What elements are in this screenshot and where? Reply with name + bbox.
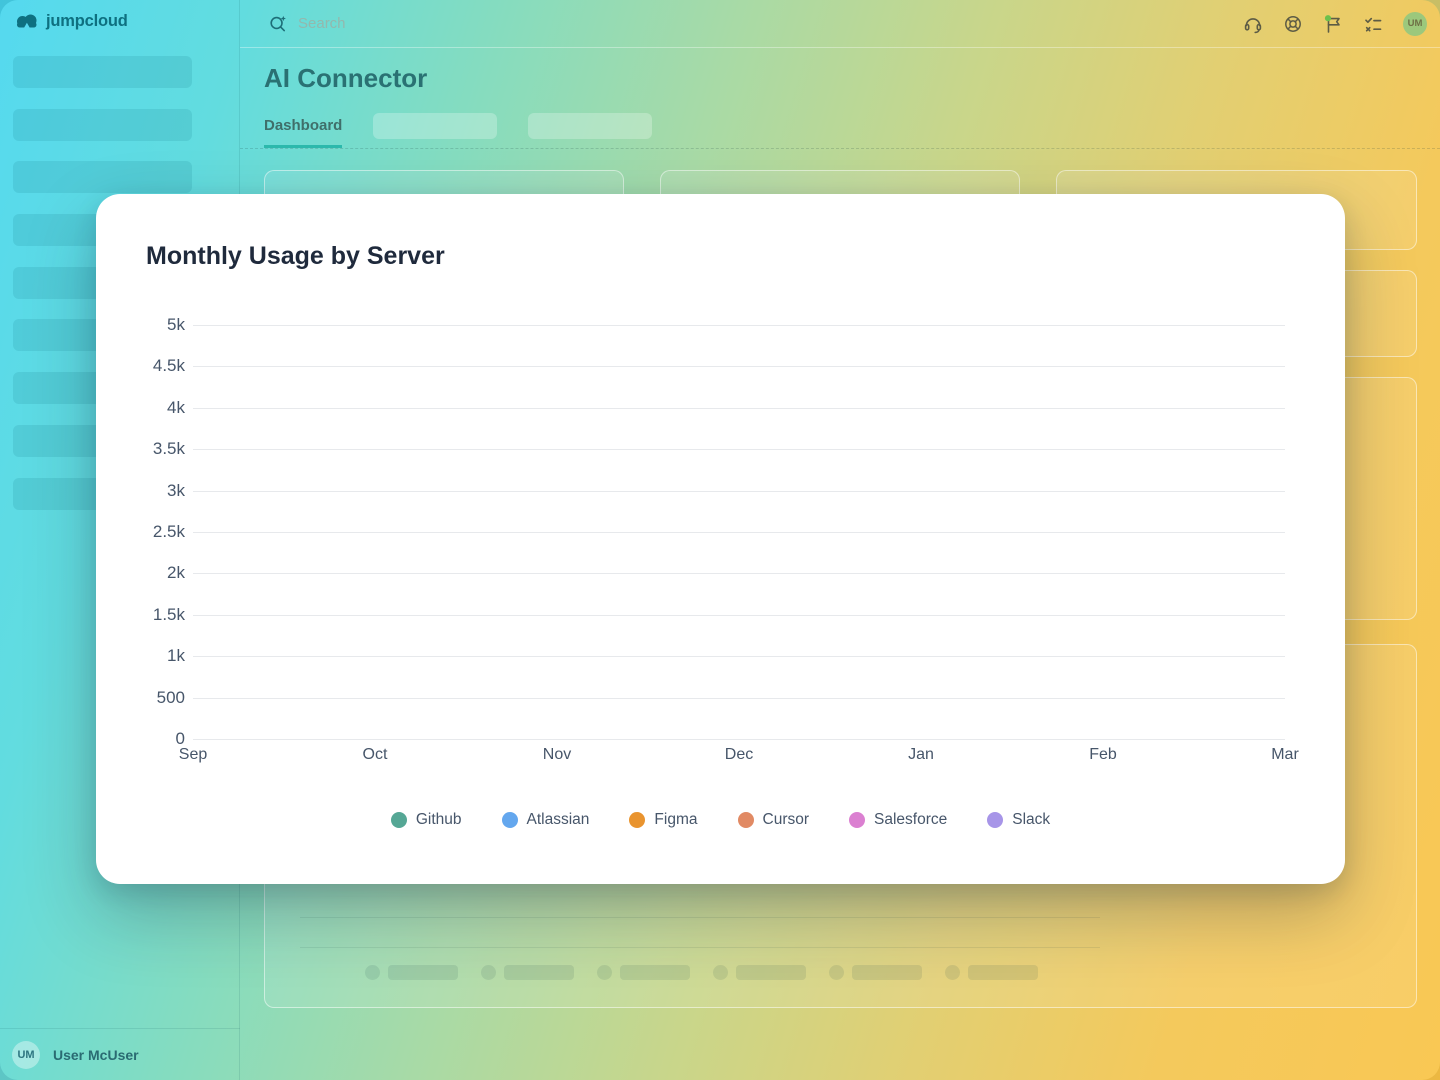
legend-dot [849, 812, 866, 828]
sidebar-user-footer[interactable]: UM User McUser [0, 1028, 240, 1080]
main-content: AI Connector Dashboard [240, 48, 1440, 1080]
tab-skeleton [528, 113, 653, 139]
skeleton-line [300, 917, 1100, 918]
chart-gridline [193, 614, 1285, 616]
logo-wordmark: jumpcloud [46, 11, 128, 30]
global-search[interactable] [268, 14, 618, 34]
skeleton-legend-item [365, 965, 458, 980]
sidebar-skeleton-item [13, 108, 192, 141]
account-avatar[interactable]: UM [1403, 11, 1427, 36]
legend-label: Atlassian [526, 811, 590, 828]
legend-item-slack[interactable]: Slack [987, 811, 1050, 829]
legend-item-github[interactable]: Github [390, 811, 462, 829]
chart-gridline [193, 532, 1285, 533]
chart-gridline [193, 407, 1285, 409]
cloud-logo-icon [14, 11, 40, 31]
x-axis-label: Oct [362, 746, 388, 763]
usage-chart-modal: Monthly Usage by Server 5k 4.5k 4k 3.5k … [96, 194, 1345, 884]
legend-label: Figma [654, 811, 698, 828]
legend-item-salesforce[interactable]: Salesforce [849, 811, 947, 829]
tab-skeleton [373, 113, 498, 139]
legend-dot [390, 812, 407, 828]
y-axis-tick: 2.5k [152, 522, 185, 541]
legend-item-atlassian[interactable]: Atlassian [501, 811, 590, 829]
chart-gridline [193, 656, 1285, 658]
legend-item-cursor[interactable]: Cursor [737, 811, 810, 829]
x-axis-label: Feb [1089, 746, 1117, 763]
flag-notification-icon[interactable] [1323, 14, 1343, 34]
chart-axis-baseline [193, 739, 1285, 740]
legend-dot [737, 812, 754, 828]
topbar: UM [240, 0, 1440, 48]
jumpcloud-logo[interactable]: jumpcloud [14, 11, 128, 31]
page-title: AI Connector [264, 63, 428, 93]
chart-gridline [193, 449, 1285, 451]
x-axis-label: Nov [542, 746, 572, 763]
search-sparkle-icon [268, 14, 288, 34]
skeleton-line [300, 947, 1100, 948]
y-axis-tick: 500 [156, 687, 185, 707]
chart-gridline [193, 325, 1285, 326]
skeleton-legend-item [945, 965, 1038, 980]
legend-label: Salesforce [874, 811, 948, 828]
tab-bar: Dashboard [240, 108, 1440, 149]
y-axis-tick: 3k [167, 480, 185, 500]
sidebar-skeleton-item [13, 161, 192, 194]
task-list-icon[interactable] [1363, 14, 1383, 34]
legend-label: Slack [1012, 811, 1051, 828]
user-name: User McUser [53, 1046, 139, 1063]
y-axis-tick: 1k [167, 646, 185, 666]
y-axis-tick: 0 [175, 729, 185, 748]
chart-gridline [193, 490, 1285, 492]
legend-dot [987, 812, 1004, 828]
headset-icon[interactable] [1243, 14, 1263, 34]
x-axis-label: Mar [1271, 746, 1299, 763]
modal-title: Monthly Usage by Server [146, 242, 445, 270]
y-axis-tick: 4k [167, 397, 185, 417]
chart-gridline [193, 697, 1285, 699]
x-axis-label: Jan [908, 746, 934, 763]
y-axis-tick: 4.5k [152, 356, 185, 376]
x-axis-label: Sep [178, 746, 208, 763]
chart-legend: Github Atlassian Figma Cursor Salesforce… [96, 811, 1345, 829]
sidebar-skeleton-item [13, 56, 192, 88]
search-input[interactable] [298, 15, 618, 32]
legend-label: Github [415, 811, 462, 828]
skeleton-legend-item [713, 965, 806, 980]
user-avatar[interactable]: UM [12, 1040, 40, 1069]
y-axis-tick: 1.5k [152, 604, 185, 624]
y-axis-tick: 5k [167, 315, 185, 334]
chart-gridline [193, 573, 1285, 575]
skeleton-legend-item [829, 965, 922, 980]
help-ring-icon[interactable] [1283, 14, 1303, 34]
skeleton-legend-item [597, 965, 690, 980]
x-axis-label: Dec [724, 746, 754, 763]
y-axis-tick: 2k [167, 563, 185, 583]
legend-label: Cursor [762, 811, 810, 828]
legend-dot [629, 812, 646, 828]
y-axis-tick: 3.5k [152, 439, 185, 459]
tab-dashboard[interactable]: Dashboard [264, 117, 343, 148]
skeleton-legend-item [481, 965, 574, 980]
legend-item-figma[interactable]: Figma [629, 811, 698, 829]
legend-dot [501, 812, 518, 828]
chart-gridline [193, 366, 1285, 368]
